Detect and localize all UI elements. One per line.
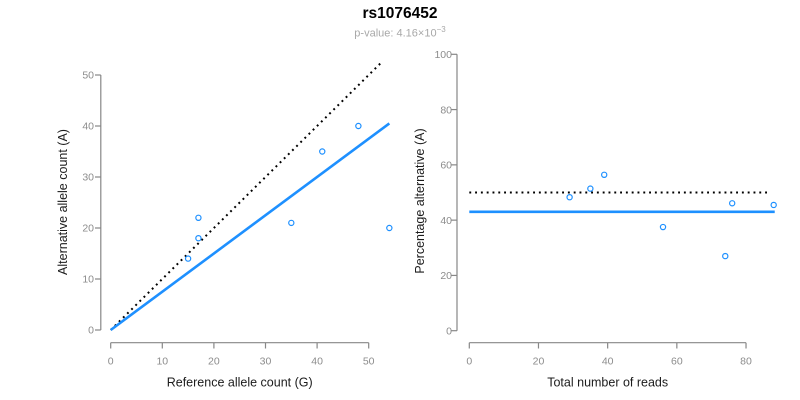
- data-point: [386, 224, 393, 232]
- y-tick-label: 40: [440, 215, 452, 227]
- y-tick-label: 20: [82, 223, 94, 235]
- y-tick-label: 50: [82, 70, 94, 82]
- x-axis-title: Reference allele count (G): [167, 376, 313, 390]
- y-tick-label: 40: [82, 121, 94, 133]
- y-axis-title: Percentage alternative (A): [413, 128, 427, 273]
- observed-ratio-line: [109, 122, 391, 332]
- data-point: [195, 234, 202, 242]
- subtitle-text: p-value: 4.16×10: [354, 27, 437, 40]
- data-point: [770, 201, 777, 209]
- y-axis-title: Alternative allele count (A): [56, 129, 70, 275]
- y-tick-label: 60: [440, 160, 452, 172]
- x-axis-title: Total number of reads: [547, 376, 668, 390]
- data-point: [184, 255, 192, 262]
- y-tick-label: 100: [434, 49, 452, 61]
- data-point: [288, 219, 295, 227]
- y-tick-label: 10: [82, 274, 94, 286]
- y-tick-label: 30: [82, 172, 94, 184]
- data-point: [601, 171, 608, 179]
- x-tick-label: 0: [466, 356, 472, 368]
- identity-line: [109, 61, 383, 331]
- x-tick-label: 30: [260, 356, 272, 368]
- x-tick-label: 40: [602, 356, 614, 368]
- x-tick-label: 40: [311, 356, 323, 368]
- plot-2: 0 20 40 60 80 0 20 40 60 80 100 Total number of rea…: [413, 49, 777, 390]
- data-point: [195, 214, 202, 221]
- data-point: [728, 200, 736, 207]
- figure-title: rs1076452: [362, 5, 438, 22]
- plot-1: 0 10 20 30 40 50 0 10 20 30 40 50 Reference allele c…: [56, 61, 393, 390]
- data-point: [355, 122, 362, 130]
- data-point: [566, 193, 573, 201]
- y-tick-label: 0: [88, 325, 94, 337]
- x-tick-label: 0: [108, 356, 114, 368]
- y-tick-label: 20: [440, 270, 452, 282]
- x-tick-label: 20: [533, 356, 545, 368]
- figure-subtitle: p-value: 4.16×10−3: [0, 25, 800, 40]
- x-tick-label: 80: [740, 356, 752, 368]
- y-tick-label: 80: [440, 104, 452, 116]
- data-point: [319, 148, 326, 155]
- subtitle-exponent: −3: [436, 25, 446, 34]
- data-point: [659, 223, 667, 231]
- x-tick-label: 60: [671, 356, 683, 368]
- data-point: [722, 252, 729, 260]
- x-tick-label: 20: [208, 356, 220, 368]
- y-tick-label: 0: [446, 325, 452, 337]
- x-tick-label: 10: [156, 356, 168, 368]
- data-point: [587, 185, 594, 192]
- x-tick-label: 50: [363, 356, 375, 368]
